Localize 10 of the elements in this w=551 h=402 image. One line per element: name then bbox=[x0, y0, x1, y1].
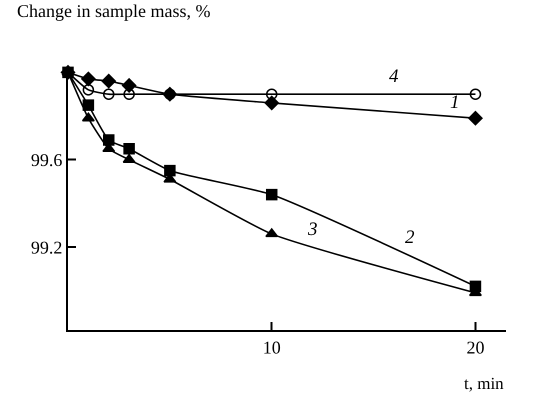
x-axis-title: t, min bbox=[464, 374, 504, 393]
y-tick-label: 99.6 bbox=[30, 150, 62, 170]
y-tick-label: 99.2 bbox=[30, 237, 62, 258]
series-label: 4 bbox=[389, 66, 399, 87]
series-label: 2 bbox=[405, 227, 415, 248]
series-label: 1 bbox=[450, 92, 460, 113]
series-label: 3 bbox=[307, 219, 318, 240]
chart-title: Change in sample mass, % bbox=[17, 1, 210, 21]
x-tick-label: 10 bbox=[262, 338, 281, 358]
x-tick-label: 20 bbox=[466, 338, 484, 358]
